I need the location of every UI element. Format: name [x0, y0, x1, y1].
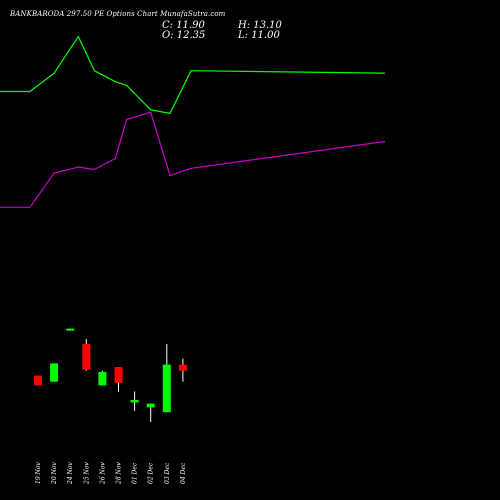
- lower-indicator-line: [0, 111, 386, 208]
- x-tick-label: 03 Dec: [164, 462, 171, 484]
- x-tick-label: 24 Nov: [67, 462, 74, 485]
- x-tick-label: 20 Nov: [51, 462, 58, 485]
- close-value: C: 11.90: [162, 20, 205, 31]
- candle-body: [66, 328, 75, 331]
- chart-title: BANKBARODA 297.50 PE Options Chart Munaf…: [10, 10, 226, 18]
- candle-body: [114, 367, 123, 383]
- open-value: O: 12.35: [162, 30, 206, 41]
- candle-body: [82, 343, 91, 370]
- x-tick-label: 25 Nov: [83, 462, 90, 485]
- candle-body: [130, 400, 139, 403]
- x-tick-label: 02 Dec: [148, 462, 155, 484]
- x-tick-label: 28 Nov: [116, 462, 123, 485]
- candle-body: [50, 363, 59, 382]
- x-tick-label: 26 Nov: [99, 462, 106, 485]
- upper-indicator-line: [0, 35, 386, 115]
- candle-body: [98, 371, 107, 386]
- low-value: L: 11.00: [238, 30, 280, 41]
- candle-body: [146, 403, 155, 408]
- candle-body: [34, 375, 42, 386]
- x-tick-label: 04 Dec: [180, 462, 187, 484]
- candle-body: [162, 364, 171, 413]
- x-tick-label: 19 Nov: [35, 462, 42, 484]
- high-value: H: 13.10: [238, 20, 282, 31]
- candle-body: [178, 364, 187, 371]
- x-tick-label: 01 Dec: [132, 462, 139, 484]
